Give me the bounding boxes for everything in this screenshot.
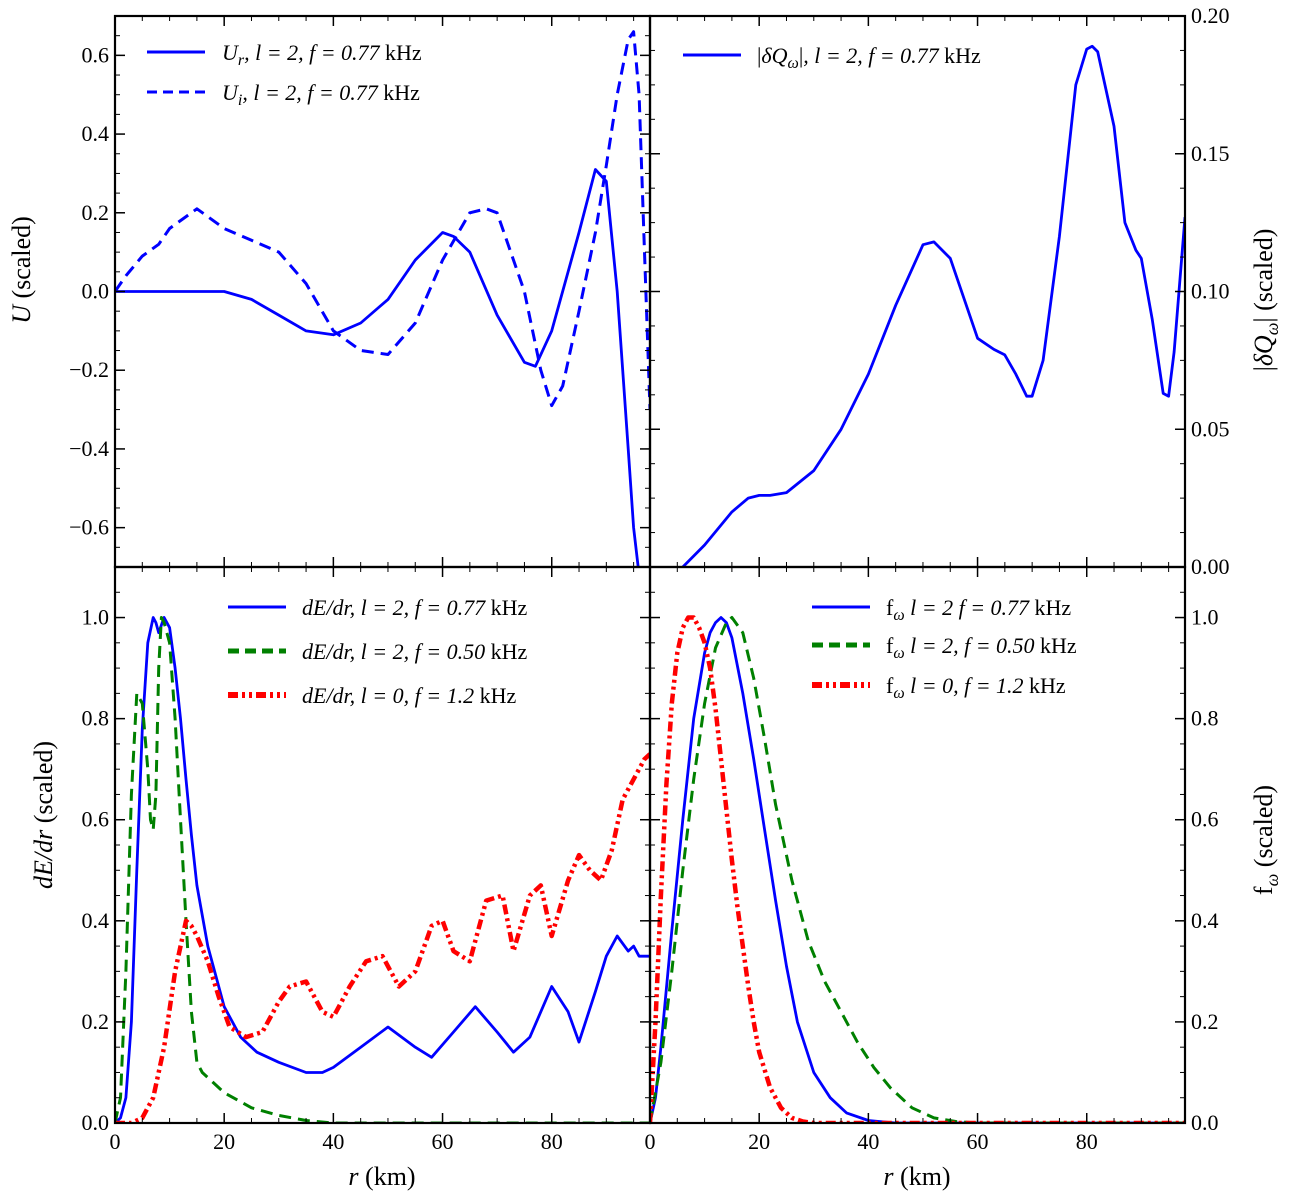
panel-bottom-right: 0.0 0.2 0.4 0.6 0.8 1.0 0 20 40 60 80 xyxy=(645,565,1219,1154)
xtick-label: 80 xyxy=(1076,1129,1098,1154)
ytick-label: 0.20 xyxy=(1191,3,1230,28)
panel-top-right: 0.00 0.05 0.10 0.15 0.20 xyxy=(648,3,1230,579)
xtick-label: 0 xyxy=(110,1129,121,1154)
xtick-label: 20 xyxy=(213,1129,235,1154)
ytick-label: 0.0 xyxy=(1191,1110,1219,1135)
legend-label-fw-050: fω l = 2, f = 0.50 kHz xyxy=(886,633,1077,662)
ytick-label: 0.8 xyxy=(82,706,110,731)
legend-label-ui: Ui, l = 2, f = 0.77 kHz xyxy=(222,80,420,109)
series-line-top-right-0 xyxy=(681,44,1185,567)
panel-bottom-left: 0.0 0.2 0.4 0.6 0.8 1.0 0 20 40 60 80 xyxy=(82,565,652,1154)
legend-bottom-right: fω l = 2 f = 0.77 kHz fω l = 2, f = 0.50… xyxy=(812,595,1077,702)
ytick-label: 0.4 xyxy=(82,908,110,933)
legend-label-de-050: dE/dr, l = 2, f = 0.50 kHz xyxy=(302,639,527,664)
ytick-label: 0.2 xyxy=(82,1009,110,1034)
ytick-label: 0.4 xyxy=(82,121,110,146)
xlabel-bottom-left: r (km) xyxy=(348,1162,415,1191)
legend-bottom-left: dE/dr, l = 2, f = 0.77 kHz dE/dr, l = 2,… xyxy=(228,595,527,708)
ytick-label: 0.05 xyxy=(1191,416,1230,441)
ylabel-bottom-left: dE/dr (scaled) xyxy=(29,741,58,889)
ytick-label: 0.4 xyxy=(1191,908,1219,933)
ytick-label: 0.0 xyxy=(82,1110,110,1135)
ytick-label: 0.2 xyxy=(82,200,110,225)
series-line-bottom-left-1 xyxy=(115,616,650,1123)
xtick-label: 40 xyxy=(322,1129,344,1154)
series-line-bottom-left-2 xyxy=(115,752,650,1123)
xtick-label: 20 xyxy=(748,1129,770,1154)
ytick-label: 0.6 xyxy=(1191,807,1219,832)
ytick-label: 0.6 xyxy=(82,42,110,67)
legend-label-ur: Ur, l = 2, f = 0.77 kHz xyxy=(222,40,422,69)
ytick-label: 0.15 xyxy=(1191,141,1230,166)
legend-label-de-077: dE/dr, l = 2, f = 0.77 kHz xyxy=(302,595,527,620)
ylabel-bottom-right: fω (scaled) xyxy=(1249,785,1282,895)
ytick-label: −0.2 xyxy=(69,357,109,382)
ytick-label: −0.6 xyxy=(69,515,109,540)
series-line-bottom-left-0 xyxy=(115,616,650,1123)
legend-label-dq: |δQω|, l = 2, f = 0.77 kHz xyxy=(757,43,981,72)
series-line-top-left-1 xyxy=(115,30,650,410)
ylabel-top-left: U (scaled) xyxy=(7,216,36,324)
series-group xyxy=(115,30,650,567)
xlabel-bottom-right: r (km) xyxy=(883,1162,950,1191)
xtick-label: 60 xyxy=(967,1129,989,1154)
series-line-bottom-right-1 xyxy=(650,616,1185,1123)
legend-label-de-12: dE/dr, l = 0, f = 1.2 kHz xyxy=(302,683,516,708)
ylabel-top-right: |δQω| (scaled) xyxy=(1249,229,1282,372)
series-line-bottom-right-2 xyxy=(650,615,1185,1123)
series-group xyxy=(681,44,1185,567)
ytick-label: 1.0 xyxy=(1191,605,1219,630)
ytick-label: −0.4 xyxy=(69,436,109,461)
series-line-bottom-right-0 xyxy=(650,616,1185,1123)
series-group xyxy=(650,615,1185,1123)
ytick-label: 0.8 xyxy=(1191,706,1219,731)
ytick-label: 0.00 xyxy=(1191,554,1230,579)
legend-label-fw-077: fω l = 2 f = 0.77 kHz xyxy=(886,595,1071,624)
legend-label-fw-12: fω l = 0, f = 1.2 kHz xyxy=(886,673,1066,702)
ytick-label: 0.10 xyxy=(1191,279,1230,304)
xtick-label: 80 xyxy=(541,1129,563,1154)
ytick-label: 0.0 xyxy=(82,279,110,304)
ytick-label: 0.2 xyxy=(1191,1009,1219,1034)
xtick-label: 0 xyxy=(645,1129,656,1154)
ytick-label: 0.6 xyxy=(82,807,110,832)
xtick-label: 40 xyxy=(857,1129,879,1154)
series-group xyxy=(115,616,650,1123)
ytick-label: 1.0 xyxy=(82,605,110,630)
legend-top-left: Ur, l = 2, f = 0.77 kHz Ui, l = 2, f = 0… xyxy=(147,40,422,109)
xtick-label: 60 xyxy=(432,1129,454,1154)
legend-top-right: |δQω|, l = 2, f = 0.77 kHz xyxy=(683,43,981,72)
